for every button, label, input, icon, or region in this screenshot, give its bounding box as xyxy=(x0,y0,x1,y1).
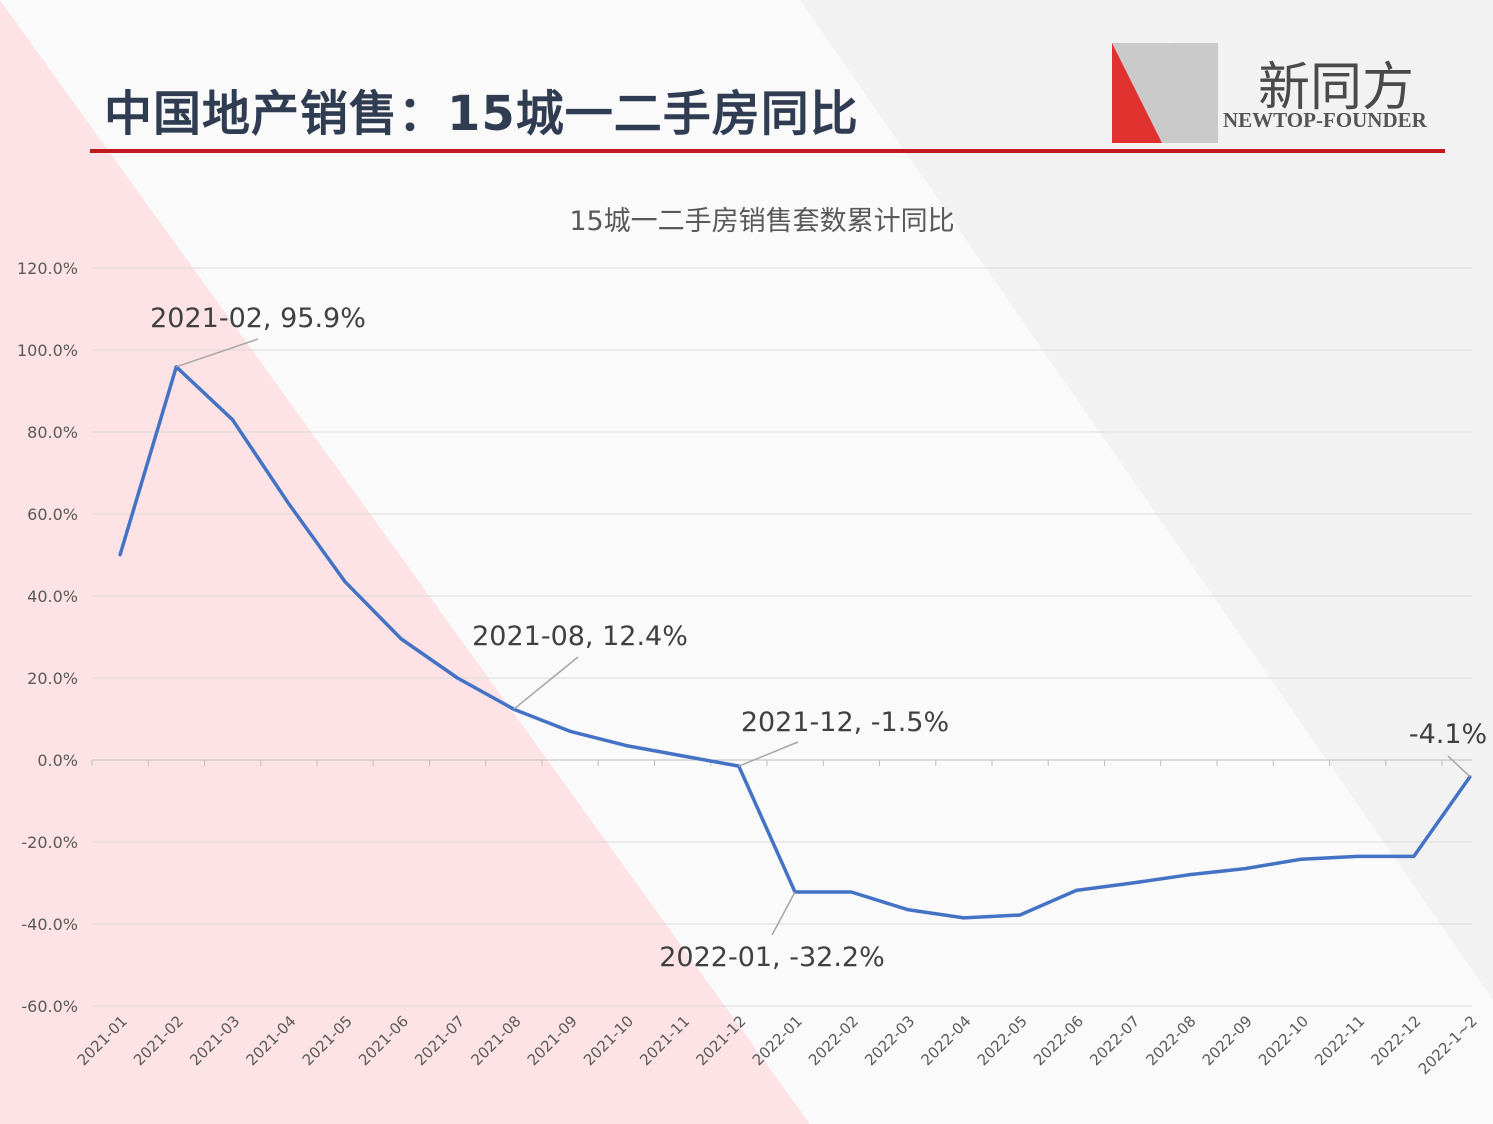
x-tick-label: 2021-10 xyxy=(580,1012,637,1069)
series-line xyxy=(118,365,1472,920)
data-point xyxy=(343,580,347,584)
data-point xyxy=(1074,888,1078,892)
data-point xyxy=(906,908,909,912)
data-point xyxy=(1243,867,1247,871)
x-tick-label: 2021-04 xyxy=(243,1012,300,1069)
x-tick-label: 2022-06 xyxy=(1030,1012,1087,1069)
data-point xyxy=(1299,857,1303,861)
y-tick-label: -40.0% xyxy=(21,915,78,934)
x-tick-label: 2022-02 xyxy=(805,1012,862,1069)
data-point xyxy=(962,916,966,920)
annotation-leader xyxy=(1447,755,1471,778)
x-tick-label: 2022-10 xyxy=(1255,1012,1312,1069)
data-point xyxy=(1187,873,1191,877)
y-tick-label: -20.0% xyxy=(21,833,78,852)
y-tick-label: 60.0% xyxy=(27,505,78,524)
annotation-leader xyxy=(513,656,579,710)
x-tick-label: 2022-11 xyxy=(1311,1012,1368,1069)
brand-logo: 新同方 NEWTOP-FOUNDER xyxy=(1112,43,1452,143)
data-point xyxy=(1412,854,1416,858)
data-point xyxy=(118,553,122,557)
x-tick-label: 2022-12 xyxy=(1368,1012,1425,1069)
x-tick-label: 2022-04 xyxy=(918,1012,975,1069)
x-tick-label: 2021-05 xyxy=(299,1012,356,1069)
data-label: 2021-12, -1.5% xyxy=(741,707,949,738)
data-label: -4.1% xyxy=(1409,719,1487,750)
x-tick-label: 2021-09 xyxy=(524,1012,581,1069)
annotation-leader xyxy=(771,891,796,936)
y-tick-label: 120.0% xyxy=(17,259,78,278)
y-tick-label: 100.0% xyxy=(17,341,78,360)
x-tick-label: 2022-01 xyxy=(749,1012,806,1069)
logo-english-name: NEWTOP-FOUNDER xyxy=(1223,108,1427,132)
x-tick-label: 2022-09 xyxy=(1199,1012,1256,1069)
data-point xyxy=(399,637,403,641)
x-tick-label: 2021-12 xyxy=(693,1012,750,1069)
page-title: 中国地产销售：15城一二手房同比 xyxy=(104,86,859,142)
y-tick-label: 80.0% xyxy=(27,423,78,442)
x-tick-label: 2022-05 xyxy=(974,1012,1031,1069)
x-tick-label: 2022-08 xyxy=(1143,1012,1200,1069)
x-tick-label: 2022-1~2 xyxy=(1415,1012,1481,1078)
x-tick-label: 2021-03 xyxy=(186,1012,243,1069)
data-point xyxy=(456,676,459,680)
data-point xyxy=(568,729,572,733)
x-tick-label: 2022-03 xyxy=(861,1012,918,1069)
x-tick-label: 2021-02 xyxy=(130,1012,187,1069)
data-label: 2022-01, -32.2% xyxy=(659,942,885,973)
title-divider xyxy=(90,149,1445,153)
annotation-leader xyxy=(738,741,799,767)
data-point xyxy=(1131,881,1134,885)
data-point xyxy=(849,890,853,894)
data-point xyxy=(681,754,684,758)
x-tick-label: 2021-06 xyxy=(355,1012,412,1069)
y-tick-label: 0.0% xyxy=(37,751,78,770)
x-tick-label: 2021-01 xyxy=(74,1012,131,1069)
logo-chinese-name: 新同方 xyxy=(1258,58,1415,118)
data-point xyxy=(624,744,628,748)
annotation-leader xyxy=(176,338,259,368)
x-tick-label: 2022-07 xyxy=(1086,1012,1143,1069)
logo-mark-icon xyxy=(1112,43,1218,143)
x-tick-label: 2021-08 xyxy=(468,1012,525,1069)
data-point xyxy=(287,502,291,506)
x-tick-label: 2021-11 xyxy=(636,1012,693,1069)
y-tick-label: 20.0% xyxy=(27,669,78,688)
data-point xyxy=(1356,854,1359,858)
data-point xyxy=(231,418,234,422)
y-tick-label: -60.0% xyxy=(21,997,78,1016)
background-gray-band xyxy=(800,0,1493,1000)
data-label: 2021-08, 12.4% xyxy=(472,621,688,652)
chart-title: 15城一二手房销售套数累计同比 xyxy=(569,206,954,237)
data-point xyxy=(1018,913,1022,917)
y-tick-label: 40.0% xyxy=(27,587,78,606)
x-tick-label: 2021-07 xyxy=(411,1012,468,1069)
data-label: 2021-02, 95.9% xyxy=(150,303,366,334)
